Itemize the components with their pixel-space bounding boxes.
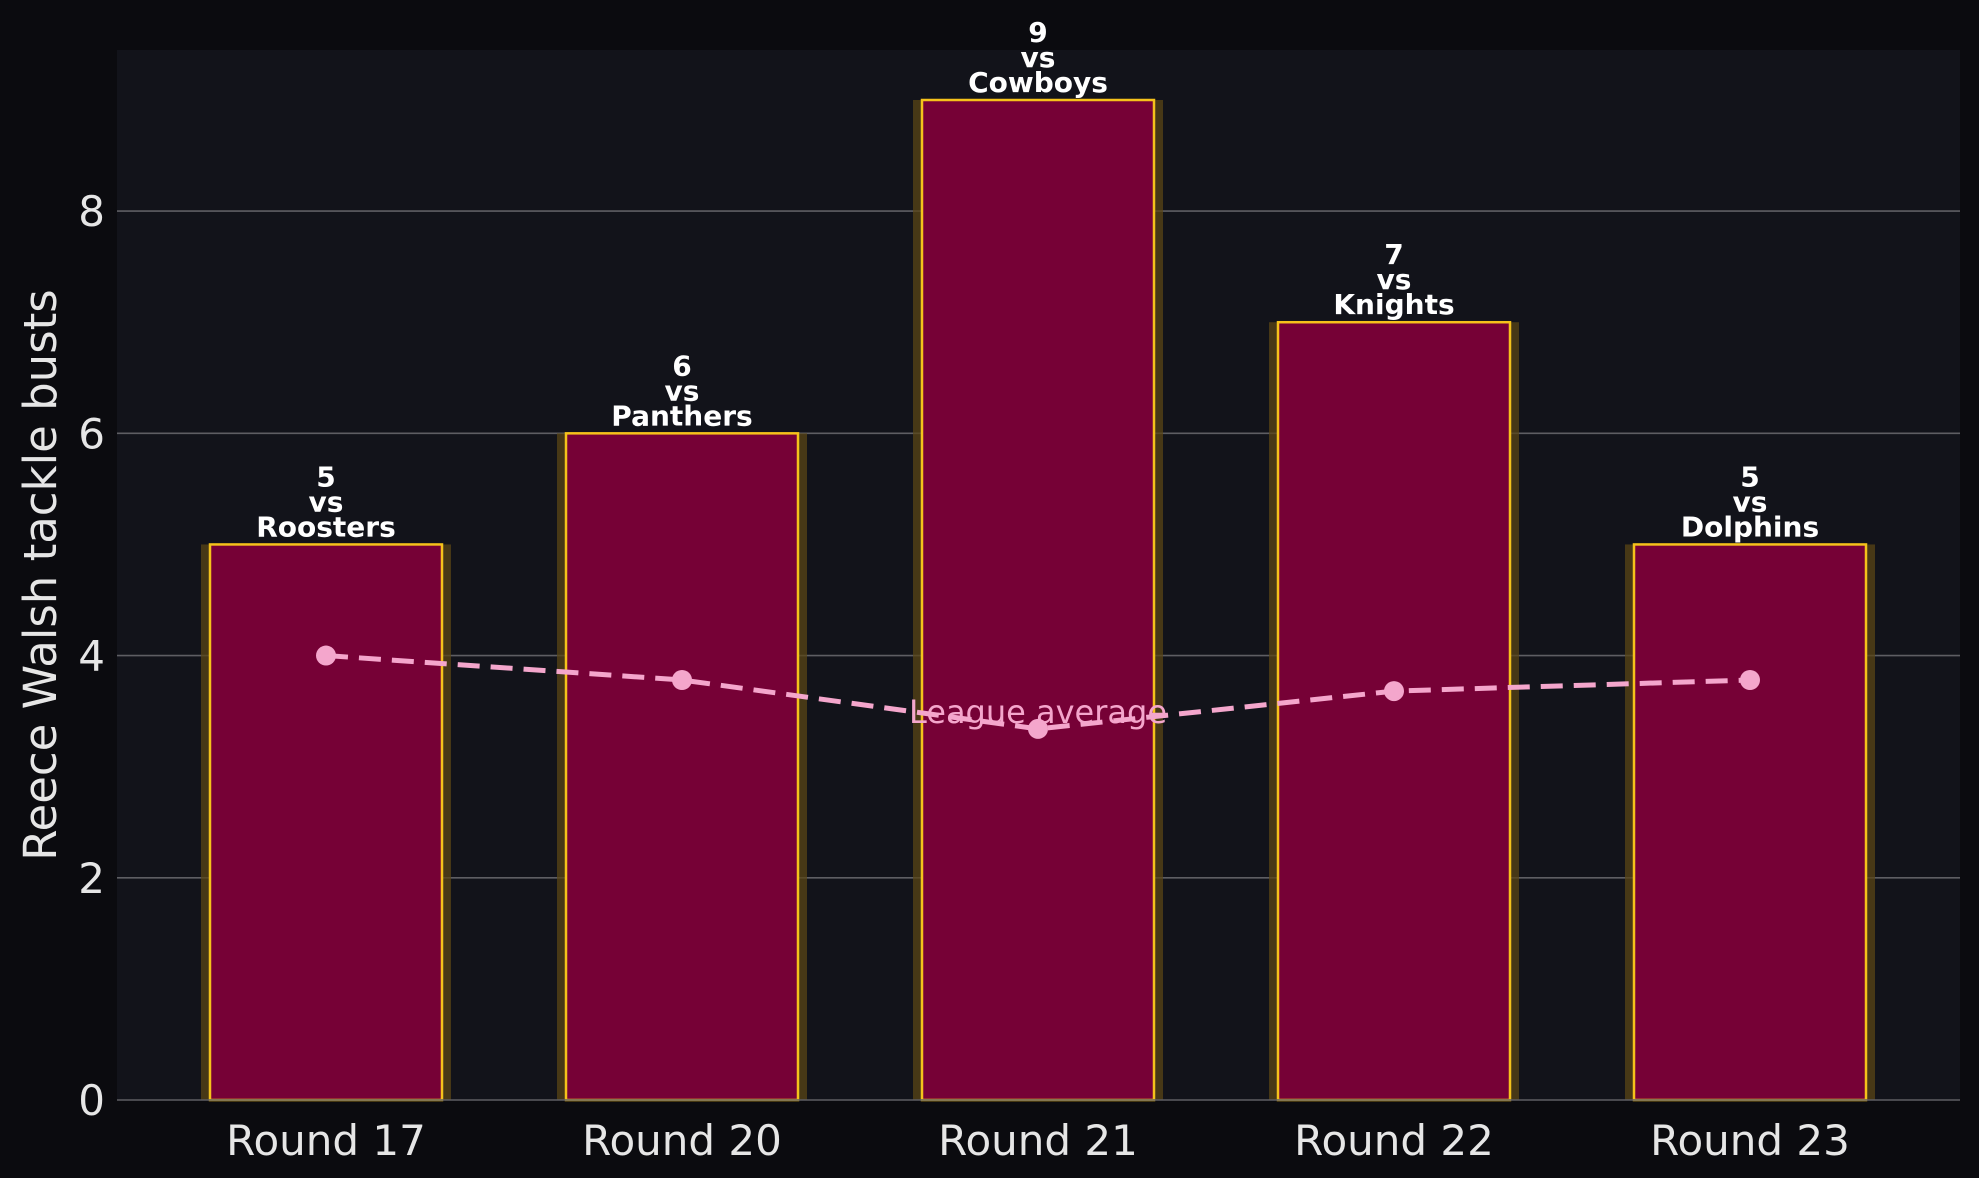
bar-value-label: 7 xyxy=(1384,238,1403,271)
bar xyxy=(208,543,444,1102)
bar xyxy=(564,432,800,1102)
average-point xyxy=(1740,670,1760,690)
average-point xyxy=(1028,718,1048,739)
average-line-series: League average xyxy=(316,645,1760,739)
average-point xyxy=(1384,681,1404,702)
bar xyxy=(1276,320,1512,1102)
average-point xyxy=(672,670,692,690)
average-line-label: League average xyxy=(909,693,1167,731)
y-tick-label: 6 xyxy=(78,409,105,458)
bar-opponent-label: Roosters xyxy=(256,510,396,543)
y-tick-label: 0 xyxy=(78,1076,105,1125)
y-tick-label: 8 xyxy=(78,187,105,236)
x-tick-label: Round 20 xyxy=(582,1116,782,1165)
average-point xyxy=(316,645,336,666)
axes: 0 2 4 6 8 Reece Walsh tackle busts Round 17 Rou… xyxy=(14,187,1960,1165)
bar-value-label: 5 xyxy=(1740,460,1759,493)
y-tick-label: 4 xyxy=(78,632,105,681)
average-line xyxy=(325,653,1751,732)
bar-value-label: 6 xyxy=(672,349,691,382)
bar-vs-label: vs xyxy=(665,374,700,407)
bar-vs-label: vs xyxy=(309,485,344,518)
x-tick-label: Round 21 xyxy=(938,1116,1138,1165)
y-tick-label: 2 xyxy=(78,854,105,903)
bar xyxy=(1632,543,1868,1102)
bar-labels: 5vsRoosters6vsPanthers9vsCowboys7vsKnigh… xyxy=(256,16,1819,543)
bar-opponent-label: Knights xyxy=(1333,288,1454,321)
bar-value-label: 5 xyxy=(316,460,335,493)
bars xyxy=(201,98,1875,1102)
x-tick-label: Round 17 xyxy=(226,1116,426,1165)
x-tick-label: Round 22 xyxy=(1294,1116,1494,1165)
x-tick-label: Round 23 xyxy=(1650,1116,1850,1165)
bar-opponent-label: Dolphins xyxy=(1681,510,1819,543)
bar-vs-label: vs xyxy=(1733,485,1768,518)
bar-opponent-label: Panthers xyxy=(611,399,752,432)
bar-value-label: 9 xyxy=(1028,16,1047,49)
y-axis-label: Reece Walsh tackle busts xyxy=(14,289,67,860)
bar xyxy=(920,98,1156,1102)
bar-opponent-label: Cowboys xyxy=(968,66,1108,99)
bar-vs-label: vs xyxy=(1377,263,1412,296)
bar-vs-label: vs xyxy=(1021,41,1056,74)
